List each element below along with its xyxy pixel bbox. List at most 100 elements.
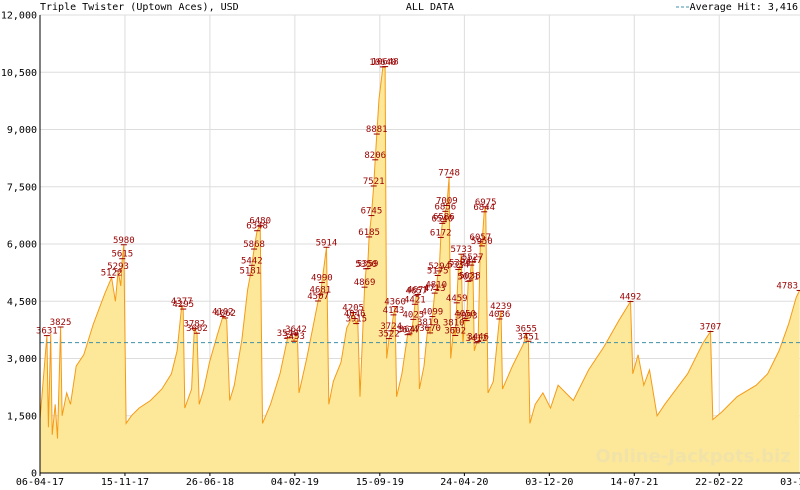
peak-label: 4360 (384, 298, 406, 308)
plot-area (39, 65, 800, 473)
y-axis: 0 1,500 3,000 4,500 6,000 7,500 9,000 10,500 12,… (1, 11, 41, 480)
x-tick-label: 22-02-22 (695, 477, 743, 488)
peak-label: 6348 (246, 222, 268, 232)
peak-label: 4143 (383, 306, 405, 316)
peak-label: 4657 (406, 286, 428, 296)
peak-label: 4239 (490, 302, 512, 312)
peak-label: 5527 (462, 253, 484, 263)
peak-label: 6856 (434, 202, 456, 212)
y-tick-label: 1,500 (7, 411, 37, 422)
peak-label: 5914 (316, 238, 338, 248)
peak-label: 4990 (311, 274, 333, 284)
peak-label: 4677 (407, 285, 429, 295)
peak-label: 4025 (402, 310, 424, 320)
peak-label: 6586 (433, 213, 455, 223)
peak-label: 10648 (372, 58, 399, 68)
peak-label: 6975 (475, 198, 497, 208)
x-axis: 06-04-17 15-11-17 26-06-18 04-02-19 15-09-19… (16, 472, 800, 488)
peak-label: 5447 (460, 256, 482, 266)
peak-label: 3451 (518, 332, 540, 342)
peak-label: 3724 (380, 322, 402, 332)
peak-label: 6057 (470, 233, 492, 243)
x-tick-label: 14-07-21 (610, 477, 658, 488)
peak-label: 4869 (354, 278, 376, 288)
y-tick-label: 4,500 (7, 297, 37, 308)
peak-label: 4205 (342, 304, 364, 314)
peak-label: 10640 (369, 58, 396, 68)
peak-label: 3707 (700, 323, 722, 333)
peak-label: 5615 (111, 250, 133, 260)
peak-label: 6480 (249, 217, 271, 227)
peak-label: 5950 (471, 237, 493, 247)
series-area (40, 66, 800, 473)
peak-label: 5294 (428, 262, 450, 272)
x-tick-label: 06-04-17 (16, 477, 64, 488)
peak-label: 4046 (344, 310, 366, 320)
peak-label: 3412 (466, 334, 488, 344)
peak-label: 5175 (427, 266, 449, 276)
peak-label: 4492 (620, 293, 642, 303)
peak-label: 3602 (444, 327, 466, 337)
peak-label: 5384 (449, 259, 471, 269)
peak-label: 7521 (363, 177, 385, 187)
y-tick-label: 12,000 (1, 11, 37, 22)
peak-label: 5359 (357, 259, 379, 269)
peak-label: 3993 (456, 312, 478, 322)
y-tick-label: 0 (31, 469, 37, 480)
peak-label: 4507 (307, 292, 329, 302)
peak-label: 4102 (212, 307, 234, 317)
y-tick-label: 9,000 (7, 125, 37, 136)
peak-label: 6172 (430, 228, 452, 238)
peak-label: 5733 (450, 245, 472, 255)
peak-label: 5181 (239, 266, 261, 276)
peak-label: 3540 (277, 329, 299, 339)
peak-label: 3446 (467, 332, 489, 342)
y-tick-label: 3,000 (7, 354, 37, 365)
peak-label: 3819 (417, 318, 439, 328)
chart-title: Triple Twister (Uptown Aces), USD (40, 2, 239, 13)
watermark: Online-Jackpots.biz (595, 446, 790, 467)
peak-label: 5038 (459, 272, 481, 282)
peak-label: 8206 (364, 151, 386, 161)
peak-label: 4050 (454, 309, 476, 319)
series-line (39, 65, 800, 439)
peak-label: 5442 (241, 256, 263, 266)
peak-label: 3655 (515, 325, 537, 335)
peak-label: 3631 (36, 327, 58, 337)
peak-label: 5350 (355, 260, 377, 270)
peak-label: 5122 (101, 269, 123, 279)
peak-label: 3810 (443, 319, 465, 329)
peak-label: 3453 (283, 332, 305, 342)
peak-label: 7748 (438, 168, 460, 178)
range-label: ALL DATA (406, 2, 454, 13)
peak-label: 4681 (310, 285, 332, 295)
peak-label: 4062 (214, 309, 236, 319)
peak-label: 3647 (399, 325, 421, 335)
x-tick-label: 03-10-22 (780, 477, 800, 488)
peak-label: 3825 (50, 318, 72, 328)
peak-label: 4099 (422, 308, 444, 318)
x-tick-label: 15-11-17 (101, 477, 149, 488)
y-tick-label: 10,500 (1, 68, 37, 79)
x-tick-label: 03-12-20 (525, 477, 573, 488)
peak-label: 3782 (183, 320, 205, 330)
peak-label: 3915 (345, 315, 367, 325)
peak-label: 3662 (186, 324, 208, 334)
peak-label: 3522 (378, 330, 400, 340)
x-tick-label: 24-04-20 (440, 477, 488, 488)
x-tick-label: 15-09-19 (356, 477, 404, 488)
x-tick-label: 26-06-18 (186, 477, 234, 488)
legend-average-label: Average Hit: 3,416 (690, 2, 798, 13)
peak-label: 4295 (172, 300, 194, 310)
peak-label: 6745 (361, 207, 383, 217)
peak-label: 4783 (776, 281, 798, 291)
peak-label: 7009 (436, 196, 458, 206)
peak-label: 3624 (397, 326, 419, 336)
peak-label: 4036 (489, 310, 511, 320)
peak-label: 5980 (113, 236, 135, 246)
peak-label: 5293 (107, 262, 129, 272)
peak-label: 6540 (431, 214, 453, 224)
